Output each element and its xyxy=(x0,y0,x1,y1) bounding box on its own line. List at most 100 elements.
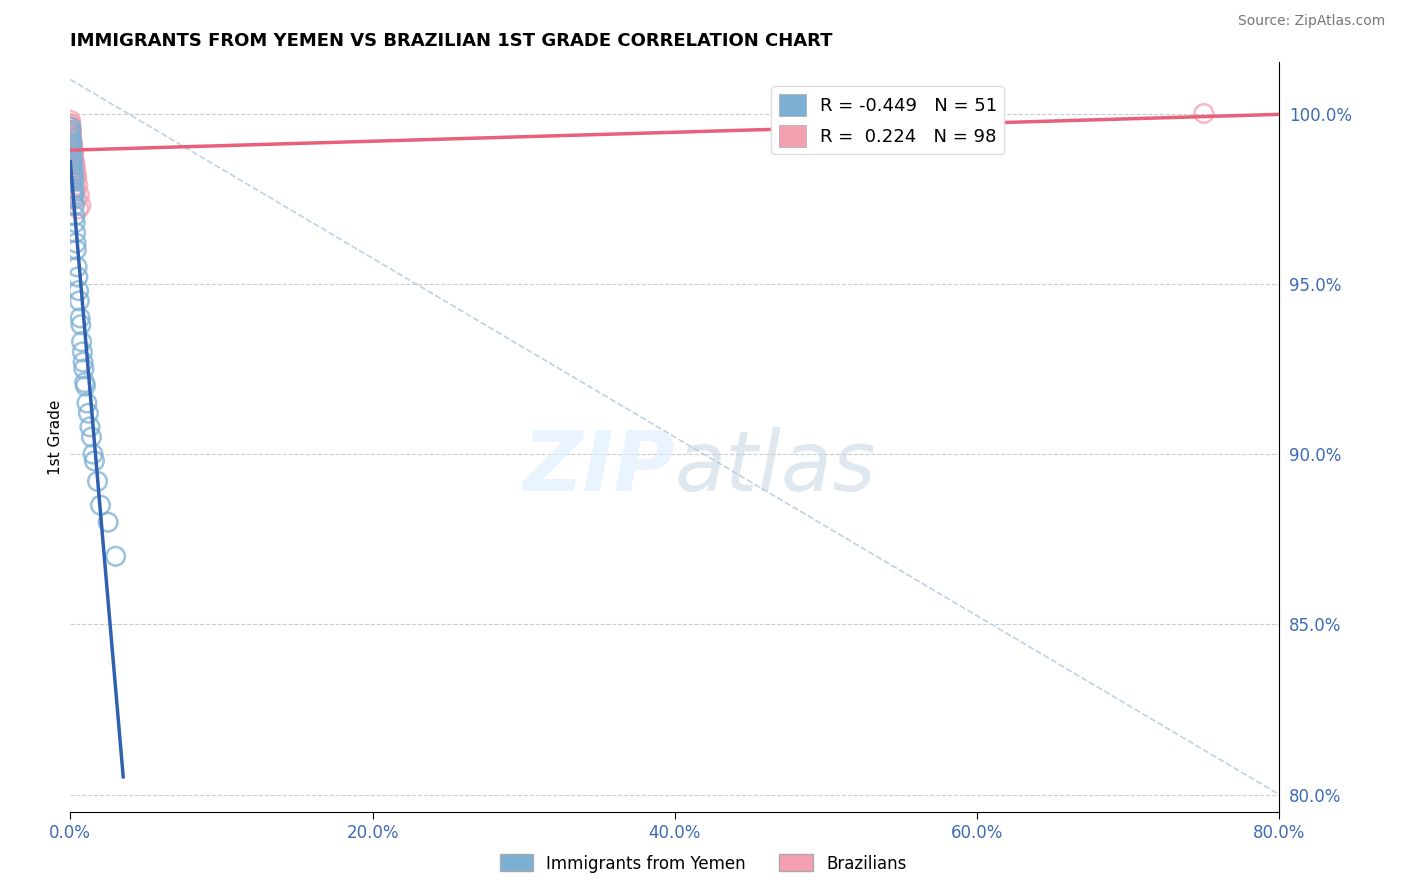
Point xyxy=(59,127,82,141)
Point xyxy=(59,130,82,145)
Point xyxy=(65,168,87,182)
Point xyxy=(67,188,90,202)
Y-axis label: 1st Grade: 1st Grade xyxy=(48,400,63,475)
Point xyxy=(90,498,111,512)
Point xyxy=(86,475,108,489)
Point xyxy=(67,202,90,216)
Point xyxy=(60,140,83,154)
Point xyxy=(60,130,83,145)
Point xyxy=(59,140,82,154)
Point xyxy=(60,137,83,152)
Point xyxy=(65,181,87,195)
Point xyxy=(66,178,89,192)
Point xyxy=(63,192,86,206)
Legend: R = -0.449   N = 51, R =  0.224   N = 98: R = -0.449 N = 51, R = 0.224 N = 98 xyxy=(772,87,1004,154)
Point xyxy=(60,140,83,154)
Point xyxy=(63,164,86,178)
Point xyxy=(63,215,86,229)
Point xyxy=(69,310,91,325)
Text: ZIP: ZIP xyxy=(522,426,675,508)
Point xyxy=(59,120,82,135)
Point xyxy=(59,117,82,131)
Point xyxy=(73,376,96,390)
Point xyxy=(65,226,87,240)
Point xyxy=(59,123,82,137)
Point xyxy=(59,127,82,141)
Point xyxy=(59,134,82,148)
Point xyxy=(80,430,103,444)
Point xyxy=(60,140,83,154)
Point xyxy=(60,137,83,152)
Point xyxy=(62,164,84,178)
Point xyxy=(62,171,84,186)
Point xyxy=(59,127,82,141)
Point xyxy=(60,137,83,152)
Point xyxy=(60,137,83,152)
Point xyxy=(60,151,83,165)
Point xyxy=(70,318,93,332)
Point xyxy=(66,192,89,206)
Point xyxy=(59,127,82,141)
Point xyxy=(60,154,83,169)
Point xyxy=(62,154,84,169)
Point xyxy=(59,113,82,128)
Point xyxy=(59,120,82,135)
Point xyxy=(60,134,83,148)
Point xyxy=(60,134,83,148)
Point xyxy=(59,130,82,145)
Point xyxy=(59,120,82,135)
Point xyxy=(60,130,83,145)
Point xyxy=(62,161,84,175)
Point xyxy=(60,144,83,158)
Point xyxy=(60,127,83,141)
Point xyxy=(62,144,84,158)
Point xyxy=(60,130,83,145)
Point xyxy=(60,147,83,161)
Point xyxy=(59,123,82,137)
Point xyxy=(62,168,84,182)
Point xyxy=(60,134,83,148)
Point xyxy=(65,164,87,178)
Point xyxy=(63,154,86,169)
Point xyxy=(60,144,83,158)
Point xyxy=(62,144,84,158)
Point xyxy=(60,134,83,148)
Point xyxy=(59,120,82,135)
Point xyxy=(70,334,93,349)
Point xyxy=(60,130,83,145)
Text: Source: ZipAtlas.com: Source: ZipAtlas.com xyxy=(1237,14,1385,28)
Point xyxy=(62,140,84,154)
Point xyxy=(66,270,89,285)
Point xyxy=(60,123,83,137)
Point xyxy=(65,235,87,250)
Point xyxy=(62,168,84,182)
Legend: Immigrants from Yemen, Brazilians: Immigrants from Yemen, Brazilians xyxy=(494,847,912,880)
Point xyxy=(60,137,83,152)
Point xyxy=(62,147,84,161)
Point xyxy=(60,137,83,152)
Point xyxy=(65,171,87,186)
Text: IMMIGRANTS FROM YEMEN VS BRAZILIAN 1ST GRADE CORRELATION CHART: IMMIGRANTS FROM YEMEN VS BRAZILIAN 1ST G… xyxy=(70,32,832,50)
Point xyxy=(62,147,84,161)
Point xyxy=(67,293,90,308)
Point xyxy=(59,117,82,131)
Point xyxy=(62,151,84,165)
Point xyxy=(63,209,86,223)
Point xyxy=(59,123,82,137)
Point xyxy=(60,134,83,148)
Point xyxy=(82,447,104,461)
Point xyxy=(62,151,84,165)
Point xyxy=(60,140,83,154)
Point xyxy=(63,198,86,212)
Point xyxy=(60,130,83,145)
Point xyxy=(63,158,86,172)
Point xyxy=(60,144,83,158)
Point xyxy=(65,243,87,257)
Point xyxy=(60,140,83,154)
Point xyxy=(62,161,84,175)
Point xyxy=(97,515,120,529)
Point xyxy=(63,154,86,169)
Point xyxy=(60,134,83,148)
Point xyxy=(59,134,82,148)
Point xyxy=(59,123,82,137)
